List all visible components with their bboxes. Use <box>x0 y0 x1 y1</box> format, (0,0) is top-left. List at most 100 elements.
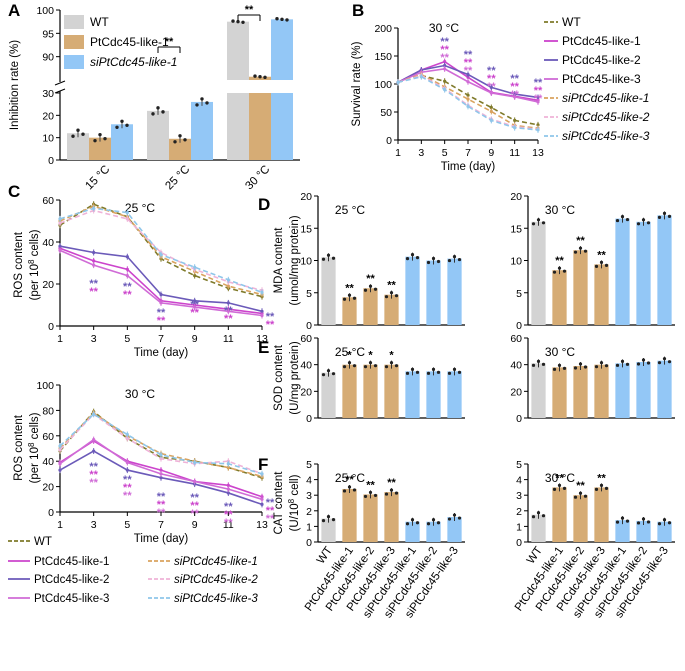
data-point <box>573 495 578 499</box>
data-point <box>205 101 209 105</box>
y-axis-title: Survival rate (%) <box>351 41 363 126</box>
data-point <box>321 519 326 523</box>
data-point <box>58 248 62 252</box>
legend-label: WT <box>34 536 52 548</box>
data-point <box>620 359 625 363</box>
x-tick-label: 15 °C <box>83 163 112 192</box>
data-point <box>541 362 546 366</box>
x-tick-label: 1 <box>57 519 63 531</box>
y-axis-title: Inhibition rate (%) <box>9 40 21 130</box>
data-point <box>159 253 163 257</box>
data-point <box>662 357 667 361</box>
data-point <box>389 291 394 295</box>
data-point <box>58 462 62 466</box>
bar <box>227 21 249 81</box>
x-axis-title: Time (day) <box>441 161 496 173</box>
x-tick-label: 13 <box>256 333 268 345</box>
data-point <box>573 366 578 370</box>
data-point <box>436 521 441 525</box>
bar <box>552 367 567 418</box>
significance-mark: ** <box>190 307 199 319</box>
bar <box>531 514 546 542</box>
y-tick-label: 1 <box>306 521 312 533</box>
significance-mark: ** <box>123 482 132 494</box>
legend-label: siPtCdc45-like-3 <box>562 129 650 143</box>
data-point <box>92 263 96 267</box>
data-point <box>331 256 336 260</box>
data-point <box>620 516 625 520</box>
y-tick-label: 20 <box>300 191 312 203</box>
data-point <box>92 250 96 255</box>
significance-mark: ** <box>245 4 254 16</box>
data-point <box>193 265 197 269</box>
significance-mark: ** <box>157 307 166 319</box>
bar <box>363 288 378 325</box>
x-tick-label: 9 <box>488 147 494 159</box>
data-point <box>347 361 352 365</box>
chart-title: 30 °C <box>545 471 575 485</box>
data-point <box>513 118 517 122</box>
data-point <box>241 20 245 24</box>
x-tick-label: 9 <box>192 333 198 345</box>
bar <box>447 258 462 325</box>
data-point <box>452 254 457 259</box>
bar <box>447 517 462 542</box>
data-point <box>125 123 129 127</box>
data-point <box>578 491 583 495</box>
data-point <box>594 264 599 268</box>
data-point <box>280 17 284 22</box>
legend-swatch <box>64 55 84 69</box>
data-point <box>352 488 357 492</box>
data-point <box>636 521 641 525</box>
data-point <box>594 487 599 491</box>
data-point <box>342 365 347 369</box>
data-point <box>260 502 264 506</box>
bar <box>89 137 111 160</box>
bar <box>342 297 357 325</box>
bar <box>531 221 546 325</box>
data-point <box>431 367 436 371</box>
data-point <box>646 520 651 524</box>
y-tick-label: 60 <box>300 333 312 345</box>
significance-mark: ** <box>464 57 473 69</box>
data-point <box>161 110 165 114</box>
legend-label: PtCdc45-like-1 <box>562 34 641 48</box>
significance-mark: ** <box>190 492 199 504</box>
x-tick-label: 30 °C <box>243 163 272 192</box>
data-point <box>405 257 410 261</box>
data-point <box>625 362 630 366</box>
y-tick-label: 5 <box>516 459 522 471</box>
x-tick-label: 5 <box>442 147 448 159</box>
data-point <box>662 211 667 215</box>
data-point <box>646 221 651 225</box>
y-tick-label: 10 <box>300 256 312 268</box>
legend-label: siPtCdc45-like-3 <box>174 593 258 605</box>
bar <box>111 124 133 160</box>
y-tick-label: 0 <box>516 320 522 332</box>
x-tick-label: 7 <box>465 147 471 159</box>
data-point <box>193 274 197 278</box>
significance-mark: ** <box>89 278 98 290</box>
data-point <box>321 373 326 377</box>
y-tick-label: 0 <box>306 413 312 425</box>
legend-label: PtCdc45-like-3 <box>34 593 109 605</box>
data-point <box>578 246 583 250</box>
data-point <box>120 119 124 123</box>
data-point <box>667 360 672 364</box>
significance-mark: ** <box>89 469 98 481</box>
x-tick-label: 7 <box>158 519 164 531</box>
data-point <box>641 218 646 222</box>
chart-title: 25 °C <box>125 201 155 215</box>
bar <box>384 492 399 542</box>
x-tick-label: 11 <box>223 519 234 531</box>
bar <box>384 364 399 418</box>
data-point <box>260 472 264 476</box>
significance-mark: ** <box>165 36 174 48</box>
y-axis-title: (per 108 cells) <box>27 229 42 300</box>
data-point <box>98 132 102 137</box>
significance-mark: ** <box>190 299 199 311</box>
data-point <box>415 370 420 374</box>
significance-mark: ** <box>510 81 519 93</box>
data-point <box>394 294 399 298</box>
legend-swatch <box>64 35 84 49</box>
